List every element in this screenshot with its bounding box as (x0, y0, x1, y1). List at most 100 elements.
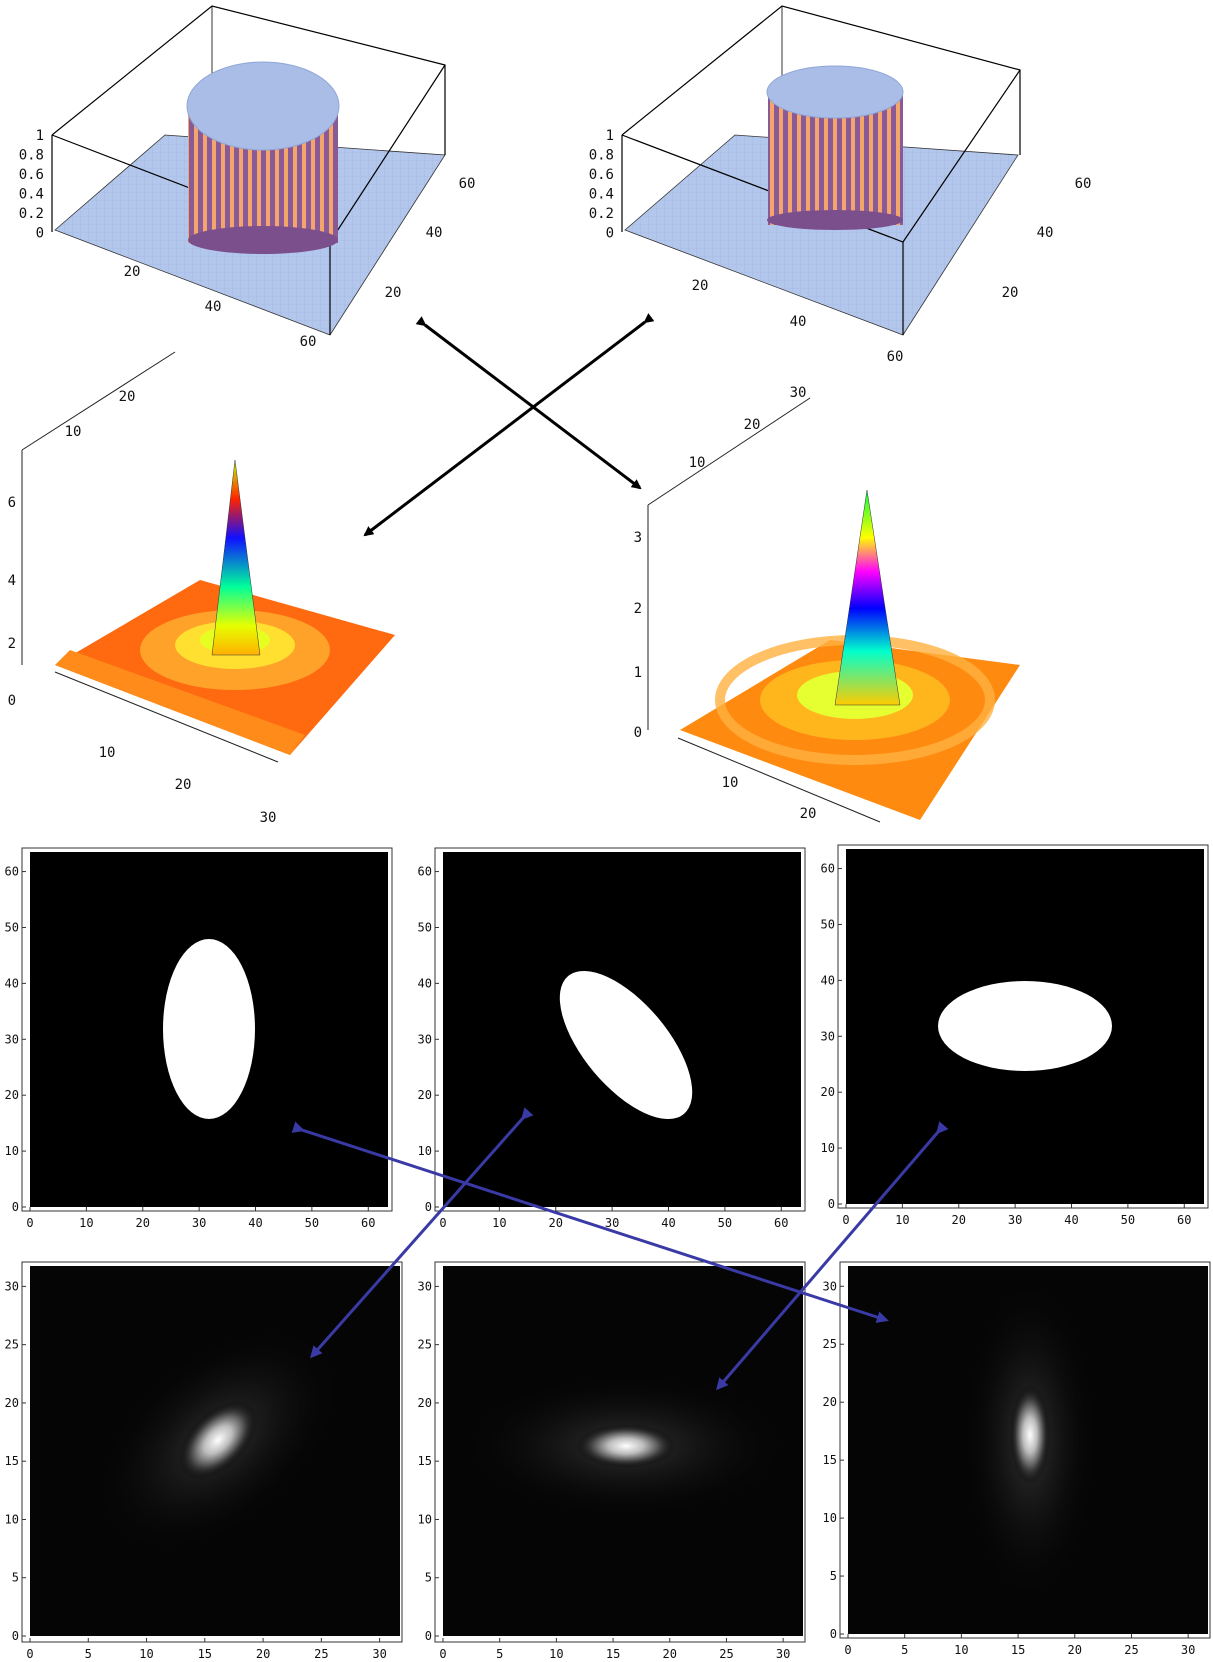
x-axis-ticks: 0 5 10 15 20 25 30 (26, 1638, 387, 1661)
x-tick-label: 10 (722, 775, 739, 791)
blue-arrow-tilted-to-tilted-spot (310, 1107, 534, 1359)
x-tick-label: 20 (663, 1647, 677, 1661)
x-tick-label: 20 (549, 1216, 563, 1230)
z-tick-label: 0 (36, 226, 44, 242)
z-axis-ticks: 3 2 1 0 (634, 530, 642, 741)
y-tick-label: 30 (418, 1032, 432, 1046)
z-tick-label: 0 (8, 693, 16, 709)
x-tick-label: 60 (361, 1216, 375, 1230)
y-tick-label: 20 (5, 1396, 19, 1410)
x-tick-label: 25 (314, 1647, 328, 1661)
z-tick-label: 4 (8, 573, 16, 589)
x-tick-label: 5 (496, 1647, 503, 1661)
x-tick-label: 60 (774, 1216, 788, 1230)
x-axis-ticks: 10 20 (722, 775, 817, 822)
y-tick-label: 10 (821, 1141, 835, 1155)
x-tick-label: 20 (136, 1216, 150, 1230)
x-tick-label: 0 (842, 1213, 849, 1227)
z-tick-label: 3 (634, 530, 642, 546)
y-tick-label: 15 (823, 1453, 837, 1467)
x-axis-line (677, 737, 881, 823)
diffraction-spot (576, 1424, 676, 1468)
y-axis-ticks: 0 5 10 15 20 25 30 (5, 1279, 26, 1643)
x-tick-label: 5 (901, 1643, 908, 1657)
y-tick-label: 0 (12, 1629, 19, 1643)
x-tick-label: 30 (1008, 1213, 1022, 1227)
x-tick-label: 30 (372, 1647, 386, 1661)
central-peak (834, 489, 901, 706)
y-tick-label: 40 (821, 973, 835, 987)
x-tick-label: 50 (1121, 1213, 1135, 1227)
x-tick-label: 15 (198, 1647, 212, 1661)
blue-arrow-horizontal-to-horizontal-spot (716, 1121, 949, 1391)
y-tick-label: 5 (425, 1571, 432, 1585)
z-tick-label: 0.2 (589, 206, 614, 222)
central-peak (211, 459, 261, 656)
z-tick-label: 0.4 (589, 187, 614, 203)
x-axis-ticks: 20 40 60 (692, 278, 904, 365)
x-tick-label: 20 (1068, 1643, 1082, 1657)
y-tick-label: 10 (823, 1511, 837, 1525)
circular-aperture-3d-plot: 1 0.8 0.6 0.4 0.2 0 20 40 60 20 40 60 (19, 5, 476, 350)
y-tick-label: 0 (830, 1627, 837, 1641)
y-tick-label: 0 (12, 1200, 19, 1214)
cylinder-bottom (188, 226, 338, 254)
y-tick-label: 10 (5, 1144, 19, 1158)
x-tick-label: 60 (887, 349, 904, 365)
y-tick-label: 30 (823, 1279, 837, 1293)
y-tick-label: 30 (821, 1029, 835, 1043)
y-tick-label: 40 (5, 976, 19, 990)
x-tick-label: 30 (776, 1647, 790, 1661)
x-tick-label: 40 (205, 299, 222, 315)
x-tick-label: 30 (260, 810, 277, 826)
z-tick-label: 0.8 (19, 148, 44, 164)
z-axis-ticks: 1 0.8 0.6 0.4 0.2 0 (589, 128, 614, 242)
y-tick-label: 10 (5, 1512, 19, 1526)
aperture-panel-vertical-ellipse: 0 10 20 30 40 50 60 0 10 20 30 40 50 60 (5, 847, 393, 1230)
z-axis-ticks: 1 0.8 0.6 0.4 0.2 0 (19, 128, 44, 242)
x-axis-line (54, 671, 279, 763)
z-tick-label: 0 (606, 226, 614, 242)
z-tick-label: 1 (606, 128, 614, 144)
x-tick-label: 15 (1011, 1643, 1025, 1657)
z-tick-label: 0 (634, 725, 642, 741)
x-tick-label: 50 (718, 1216, 732, 1230)
y-tick-label: 20 (823, 1395, 837, 1409)
x-tick-label: 10 (99, 745, 116, 761)
cylinder-top (766, 65, 904, 119)
x-tick-label: 30 (192, 1216, 206, 1230)
y-tick-label: 40 (418, 976, 432, 990)
x-tick-label: 10 (79, 1216, 93, 1230)
y-tick-label: 20 (418, 1396, 432, 1410)
x-tick-label: 40 (790, 314, 807, 330)
y-axis-ticks: 20 40 60 (1002, 176, 1092, 301)
x-tick-label: 0 (439, 1216, 446, 1230)
y-tick-label: 50 (5, 920, 19, 934)
x-tick-label: 20 (124, 264, 141, 280)
z-tick-label: 0.6 (19, 167, 44, 183)
z-tick-label: 6 (8, 495, 16, 511)
x-tick-label: 25 (719, 1647, 733, 1661)
x-tick-label: 60 (300, 334, 317, 350)
y-tick-label: 10 (418, 1512, 432, 1526)
y-tick-label: 5 (12, 1571, 19, 1585)
x-tick-label: 20 (175, 777, 192, 793)
aperture-shape (163, 939, 255, 1119)
z-tick-label: 0.4 (19, 187, 44, 203)
x-tick-label: 40 (1064, 1213, 1078, 1227)
x-axis-ticks: 20 40 60 (124, 264, 317, 350)
y-tick-label: 25 (5, 1338, 19, 1352)
y-tick-label: 20 (385, 285, 402, 301)
y-tick-label: 60 (821, 862, 835, 876)
y-tick-label: 10 (418, 1144, 432, 1158)
y-tick-label: 60 (459, 176, 476, 192)
y-tick-label: 10 (689, 455, 706, 471)
z-tick-label: 1 (36, 128, 44, 144)
y-tick-label: 50 (821, 917, 835, 931)
floor-plane (624, 134, 1019, 336)
z-tick-label: 0.2 (19, 206, 44, 222)
y-tick-label: 0 (425, 1629, 432, 1643)
